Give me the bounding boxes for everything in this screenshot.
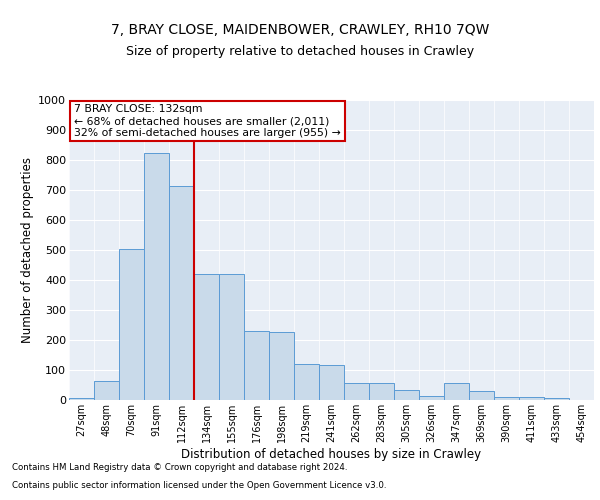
Bar (244, 331, 269, 400)
Bar (119, 248, 144, 400)
Text: Contains HM Land Registry data © Crown copyright and database right 2024.: Contains HM Land Registry data © Crown c… (12, 464, 347, 472)
X-axis label: Distribution of detached houses by size in Crawley: Distribution of detached houses by size … (181, 448, 482, 460)
Bar (369, 383, 394, 400)
Bar (144, 152, 169, 400)
Bar (394, 390, 419, 400)
Text: 7 BRAY CLOSE: 132sqm
← 68% of detached houses are smaller (2,011)
32% of semi-de: 7 BRAY CLOSE: 132sqm ← 68% of detached h… (74, 104, 341, 138)
Y-axis label: Number of detached properties: Number of detached properties (21, 157, 34, 343)
Bar (219, 274, 244, 400)
Text: Size of property relative to detached houses in Crawley: Size of property relative to detached ho… (126, 45, 474, 58)
Text: 7, BRAY CLOSE, MAIDENBOWER, CRAWLEY, RH10 7QW: 7, BRAY CLOSE, MAIDENBOWER, CRAWLEY, RH1… (111, 22, 489, 36)
Bar (94, 382, 119, 400)
Bar (269, 332, 294, 400)
Bar (419, 396, 444, 400)
Bar (69, 398, 94, 400)
Bar (169, 186, 194, 400)
Bar (544, 398, 569, 400)
Text: Contains public sector information licensed under the Open Government Licence v3: Contains public sector information licen… (12, 481, 386, 490)
Bar (344, 382, 369, 400)
Bar (444, 383, 469, 400)
Bar (519, 397, 544, 400)
Bar (319, 364, 344, 400)
Bar (494, 397, 519, 400)
Bar (194, 274, 219, 400)
Bar (469, 391, 494, 400)
Bar (294, 364, 319, 400)
